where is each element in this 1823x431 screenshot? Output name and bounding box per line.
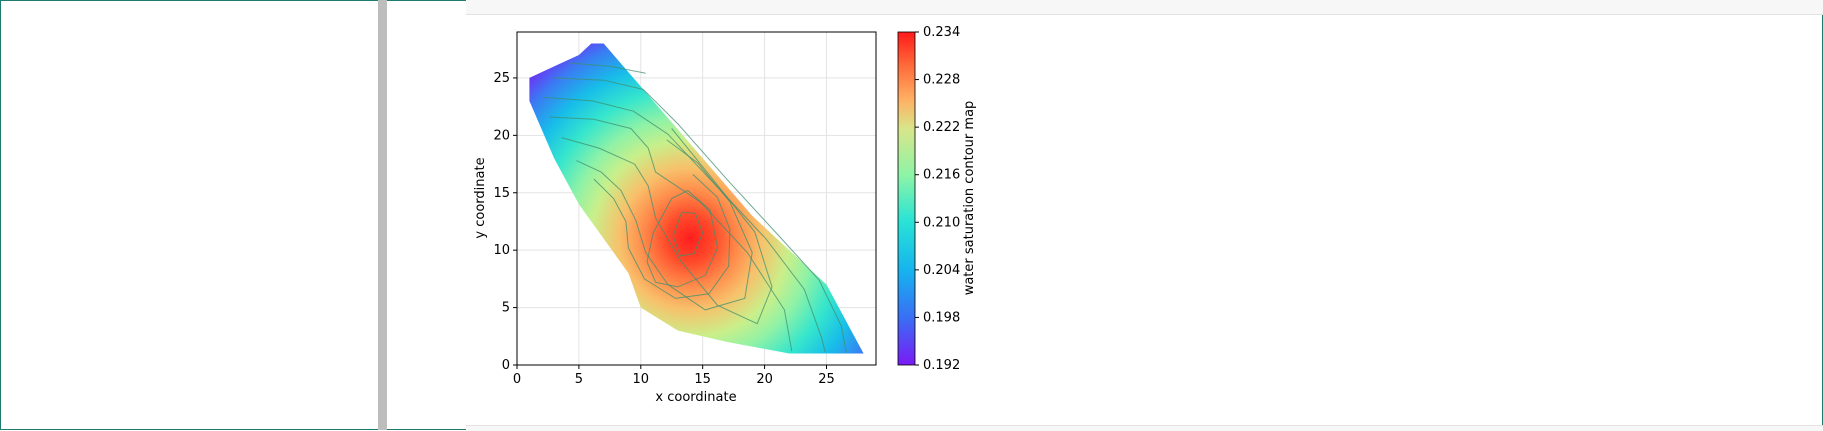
y-axis-ticks: 0 5 10 15 20 25 xyxy=(493,71,517,373)
x-tick-label: 25 xyxy=(818,372,835,387)
contour-line xyxy=(554,77,847,353)
y-tick-label: 15 xyxy=(493,186,510,201)
contour-lines xyxy=(544,62,847,353)
y-tick-label: 20 xyxy=(493,128,510,143)
colorbar-tick-label: 0.198 xyxy=(923,310,960,325)
contour-line xyxy=(593,174,731,299)
colorbar-tick-label: 0.222 xyxy=(923,120,960,135)
contour-plot: 0 5 10 15 20 25 0 5 10 15 20 25 x coordinate y coo… xyxy=(473,25,977,405)
y-tick-label: 0 xyxy=(502,358,510,373)
notebook-scroll-gutter[interactable] xyxy=(378,0,387,430)
contour-line xyxy=(646,189,719,288)
x-tick-label: 15 xyxy=(694,372,711,387)
plot-frame xyxy=(516,31,877,366)
contour-line xyxy=(549,116,793,352)
colorbar-label: water saturation contour map xyxy=(962,101,977,296)
y-tick-label: 10 xyxy=(493,243,510,258)
x-tick-label: 20 xyxy=(756,372,773,387)
notebook-cell-top-edge xyxy=(466,0,1823,15)
cell-output-plot: 0 5 10 15 20 25 0 5 10 15 20 25 x coordinate y coo… xyxy=(466,14,1026,418)
x-tick-label: 0 xyxy=(513,372,521,387)
colorbar-tick-label: 0.192 xyxy=(923,358,960,373)
colorbar-tick-label: 0.228 xyxy=(923,73,960,88)
contour-line xyxy=(568,62,646,74)
y-tick-label: 25 xyxy=(493,71,510,86)
x-axis-label: x coordinate xyxy=(655,390,736,405)
colorbar-tick-label: 0.216 xyxy=(923,168,960,183)
colorbar xyxy=(897,31,916,366)
contour-line xyxy=(561,128,773,325)
colorbar-tick-label: 0.204 xyxy=(923,263,960,278)
colorbar-tick-label: 0.234 xyxy=(923,25,960,40)
y-tick-label: 5 xyxy=(502,301,510,316)
x-tick-label: 10 xyxy=(633,372,650,387)
y-axis-label: y coordinate xyxy=(473,157,488,238)
notebook-cell-bottom-edge xyxy=(466,425,1823,431)
colorbar-ticks: 0.192 0.198 0.204 0.210 0.216 0.222 0.228 0.234 xyxy=(915,25,960,373)
contour-line xyxy=(544,97,826,353)
contour-line xyxy=(672,211,704,257)
colorbar-tick-label: 0.210 xyxy=(923,215,960,230)
x-tick-label: 5 xyxy=(575,372,583,387)
x-axis-ticks: 0 5 10 15 20 25 xyxy=(513,365,835,387)
